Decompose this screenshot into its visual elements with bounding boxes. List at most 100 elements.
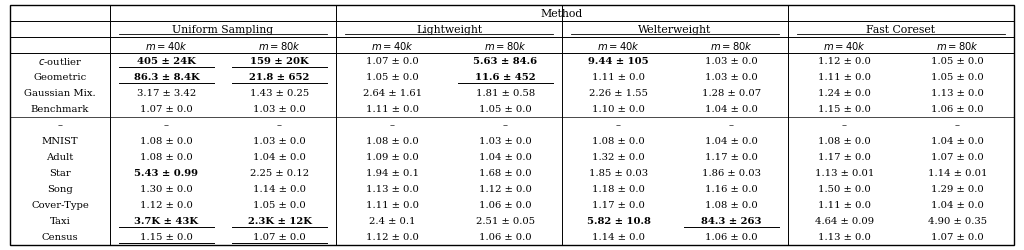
Text: 1.16 ± 0.0: 1.16 ± 0.0 <box>706 185 758 194</box>
Text: 1.17 ± 0.0: 1.17 ± 0.0 <box>706 153 758 162</box>
Text: 1.04 ± 0.0: 1.04 ± 0.0 <box>706 137 758 146</box>
Text: –: – <box>842 121 847 130</box>
Text: –: – <box>164 121 169 130</box>
Text: 1.03 ± 0.0: 1.03 ± 0.0 <box>706 73 758 82</box>
Text: Song: Song <box>47 185 73 194</box>
Text: $m=80k$: $m=80k$ <box>710 40 753 52</box>
Text: 1.13 ± 0.0: 1.13 ± 0.0 <box>818 232 871 241</box>
Text: 2.3K ± 12K: 2.3K ± 12K <box>248 217 311 226</box>
Text: 5.43 ± 0.99: 5.43 ± 0.99 <box>134 169 199 178</box>
Text: 1.05 ± 0.0: 1.05 ± 0.0 <box>479 105 531 114</box>
Text: –: – <box>729 121 734 130</box>
Text: 1.05 ± 0.0: 1.05 ± 0.0 <box>253 201 306 210</box>
Text: Lightweight: Lightweight <box>416 25 482 35</box>
Text: 84.3 ± 263: 84.3 ± 263 <box>701 217 762 226</box>
Text: 1.86 ± 0.03: 1.86 ± 0.03 <box>702 169 761 178</box>
Text: 1.10 ± 0.0: 1.10 ± 0.0 <box>592 105 645 114</box>
Text: 1.11 ± 0.0: 1.11 ± 0.0 <box>592 73 645 82</box>
Text: MNIST: MNIST <box>42 137 78 146</box>
Text: –: – <box>503 121 508 130</box>
Text: 2.25 ± 0.12: 2.25 ± 0.12 <box>250 169 309 178</box>
Text: $m=80k$: $m=80k$ <box>936 40 979 52</box>
Text: 1.04 ± 0.0: 1.04 ± 0.0 <box>931 137 984 146</box>
Text: 1.81 ± 0.58: 1.81 ± 0.58 <box>476 89 536 98</box>
Text: 1.04 ± 0.0: 1.04 ± 0.0 <box>931 201 984 210</box>
Text: 1.05 ± 0.0: 1.05 ± 0.0 <box>931 57 984 66</box>
Text: 1.28 ± 0.07: 1.28 ± 0.07 <box>701 89 761 98</box>
Text: 1.06 ± 0.0: 1.06 ± 0.0 <box>931 105 984 114</box>
Text: Cover-Type: Cover-Type <box>31 201 89 210</box>
Text: $m=80k$: $m=80k$ <box>484 40 527 52</box>
Text: 1.32 ± 0.0: 1.32 ± 0.0 <box>592 153 645 162</box>
Text: 1.94 ± 0.1: 1.94 ± 0.1 <box>366 169 419 178</box>
Text: 1.03 ± 0.0: 1.03 ± 0.0 <box>706 57 758 66</box>
Text: 5.82 ± 10.8: 5.82 ± 10.8 <box>587 217 650 226</box>
Text: 1.12 ± 0.0: 1.12 ± 0.0 <box>140 201 193 210</box>
Text: Adult: Adult <box>46 153 74 162</box>
Text: 1.24 ± 0.0: 1.24 ± 0.0 <box>818 89 871 98</box>
Text: 1.13 ± 0.0: 1.13 ± 0.0 <box>931 89 984 98</box>
Text: $m=40k$: $m=40k$ <box>597 40 640 52</box>
Text: 1.17 ± 0.0: 1.17 ± 0.0 <box>592 201 645 210</box>
Text: 1.29 ± 0.0: 1.29 ± 0.0 <box>931 185 984 194</box>
Text: 1.03 ± 0.0: 1.03 ± 0.0 <box>253 105 306 114</box>
Text: 2.51 ± 0.05: 2.51 ± 0.05 <box>476 217 536 226</box>
Text: 1.14 ± 0.01: 1.14 ± 0.01 <box>928 169 987 178</box>
Text: 1.11 ± 0.0: 1.11 ± 0.0 <box>366 201 419 210</box>
Text: 405 ± 24K: 405 ± 24K <box>137 57 196 66</box>
Text: 159 ± 20K: 159 ± 20K <box>250 57 309 66</box>
Text: 2.26 ± 1.55: 2.26 ± 1.55 <box>589 89 648 98</box>
Text: 11.6 ± 452: 11.6 ± 452 <box>475 73 536 82</box>
Text: Taxi: Taxi <box>49 217 71 226</box>
Text: 1.03 ± 0.0: 1.03 ± 0.0 <box>253 137 306 146</box>
Text: 1.05 ± 0.0: 1.05 ± 0.0 <box>367 73 419 82</box>
Text: 1.11 ± 0.0: 1.11 ± 0.0 <box>818 201 871 210</box>
Text: 1.07 ± 0.0: 1.07 ± 0.0 <box>931 232 984 241</box>
Text: 1.03 ± 0.0: 1.03 ± 0.0 <box>479 137 531 146</box>
Text: Method: Method <box>541 9 583 19</box>
Text: 1.06 ± 0.0: 1.06 ± 0.0 <box>706 232 758 241</box>
Text: 1.04 ± 0.0: 1.04 ± 0.0 <box>706 105 758 114</box>
Text: 1.12 ± 0.0: 1.12 ± 0.0 <box>818 57 871 66</box>
Text: Gaussian Mix.: Gaussian Mix. <box>25 89 96 98</box>
Text: 1.17 ± 0.0: 1.17 ± 0.0 <box>818 153 871 162</box>
Text: –: – <box>57 121 62 130</box>
Text: 1.05 ± 0.0: 1.05 ± 0.0 <box>931 73 984 82</box>
Text: 4.64 ± 0.09: 4.64 ± 0.09 <box>815 217 874 226</box>
Text: 1.08 ± 0.0: 1.08 ± 0.0 <box>706 201 758 210</box>
Text: 1.50 ± 0.0: 1.50 ± 0.0 <box>818 185 870 194</box>
Text: 86.3 ± 8.4K: 86.3 ± 8.4K <box>133 73 200 82</box>
Text: –: – <box>616 121 621 130</box>
Text: $c$-outlier: $c$-outlier <box>38 56 82 67</box>
Text: 1.30 ± 0.0: 1.30 ± 0.0 <box>140 185 193 194</box>
Text: Geometric: Geometric <box>34 73 87 82</box>
Text: 1.13 ± 0.01: 1.13 ± 0.01 <box>815 169 874 178</box>
Text: 1.09 ± 0.0: 1.09 ± 0.0 <box>367 153 419 162</box>
Text: 2.64 ± 1.61: 2.64 ± 1.61 <box>362 89 422 98</box>
Text: 1.08 ± 0.0: 1.08 ± 0.0 <box>140 137 193 146</box>
Text: –: – <box>955 121 961 130</box>
Text: 1.68 ± 0.0: 1.68 ± 0.0 <box>479 169 531 178</box>
Text: 1.04 ± 0.0: 1.04 ± 0.0 <box>479 153 531 162</box>
Text: 1.85 ± 0.03: 1.85 ± 0.03 <box>589 169 648 178</box>
Text: 1.11 ± 0.0: 1.11 ± 0.0 <box>366 105 419 114</box>
Text: 1.12 ± 0.0: 1.12 ± 0.0 <box>479 185 531 194</box>
Text: 21.8 ± 652: 21.8 ± 652 <box>249 73 309 82</box>
Text: 3.7K ± 43K: 3.7K ± 43K <box>134 217 199 226</box>
Text: $m=80k$: $m=80k$ <box>258 40 301 52</box>
Text: 1.07 ± 0.0: 1.07 ± 0.0 <box>253 232 306 241</box>
Text: 1.11 ± 0.0: 1.11 ± 0.0 <box>818 73 871 82</box>
Text: 1.08 ± 0.0: 1.08 ± 0.0 <box>818 137 870 146</box>
Text: 1.07 ± 0.0: 1.07 ± 0.0 <box>367 57 419 66</box>
Text: 1.12 ± 0.0: 1.12 ± 0.0 <box>366 232 419 241</box>
Text: 9.44 ± 105: 9.44 ± 105 <box>588 57 649 66</box>
Text: 5.63 ± 84.6: 5.63 ± 84.6 <box>473 57 538 66</box>
Text: Census: Census <box>42 232 78 241</box>
Text: 1.18 ± 0.0: 1.18 ± 0.0 <box>592 185 645 194</box>
Text: –: – <box>390 121 395 130</box>
Text: 1.07 ± 0.0: 1.07 ± 0.0 <box>140 105 193 114</box>
Text: –: – <box>278 121 282 130</box>
Text: Fast Coreset: Fast Coreset <box>866 25 936 35</box>
Text: Benchmark: Benchmark <box>31 105 89 114</box>
Text: 1.07 ± 0.0: 1.07 ± 0.0 <box>931 153 984 162</box>
